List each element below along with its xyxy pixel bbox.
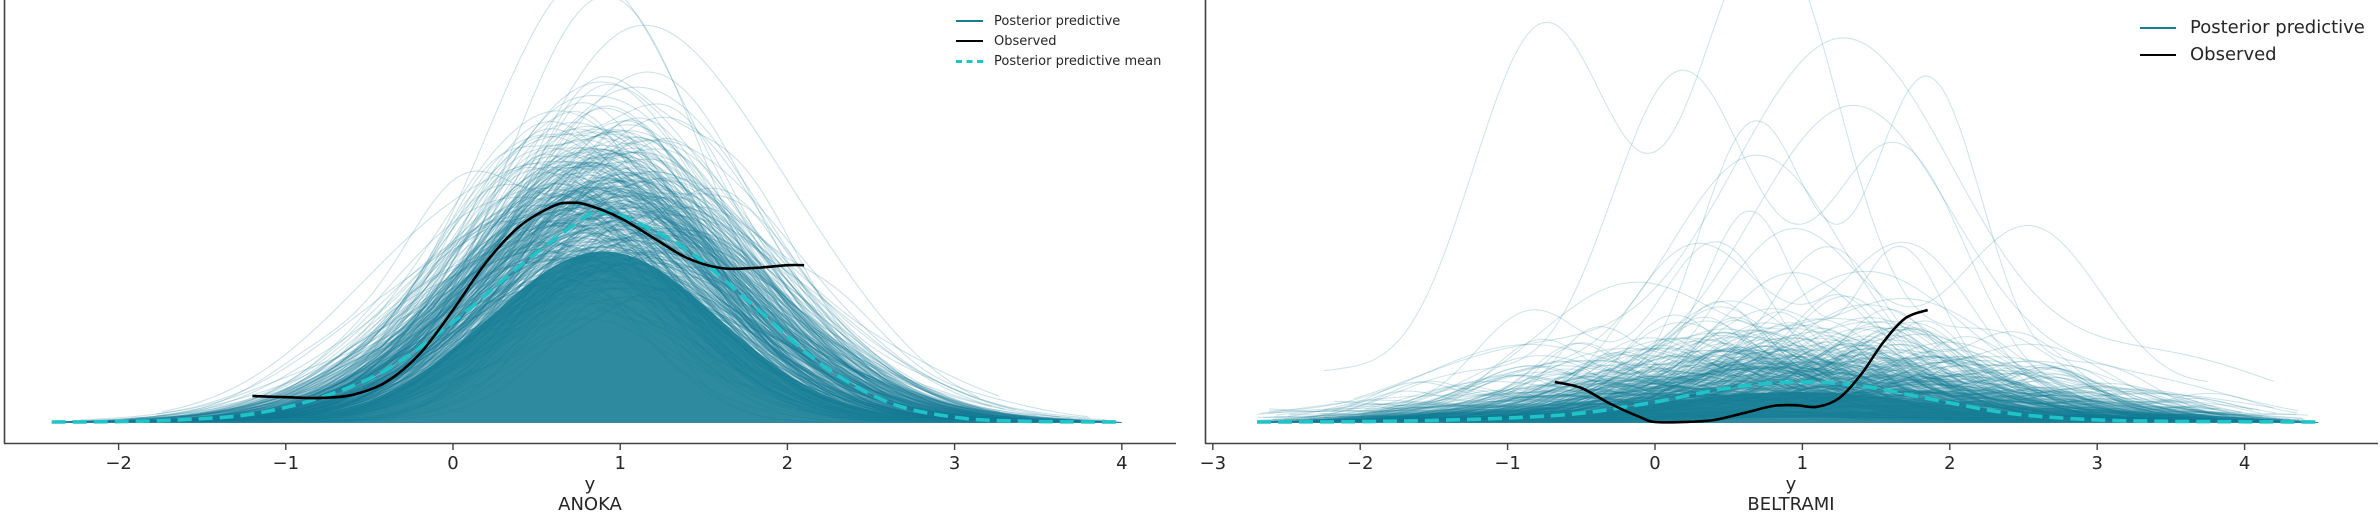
anoka-panel: −2 −1 0 1 2 3 4 y ANOKA bbox=[4, 0, 1176, 515]
x-axis-ticks: −3 −2 −1 0 1 2 3 4 bbox=[1200, 444, 2251, 475]
beltrami-legend: Posterior predictive Observed bbox=[2140, 14, 2365, 68]
legend-item-posterior-predictive-mean: Posterior predictive mean bbox=[956, 51, 1161, 71]
x-tick-label: 4 bbox=[2239, 453, 2250, 474]
beltrami-panel: −3 −2 −1 0 1 2 3 4 y BELTRAMI bbox=[1200, 0, 2378, 515]
x-tick-label: 2 bbox=[1944, 453, 1955, 474]
x-tick-label: 1 bbox=[614, 453, 625, 474]
solid-line-swatch-icon bbox=[2140, 54, 2176, 56]
x-tick-label: −2 bbox=[1347, 453, 1374, 474]
solid-line-swatch-icon bbox=[2140, 27, 2176, 29]
x-tick-label: 2 bbox=[782, 453, 793, 474]
legend-item-observed: Observed bbox=[956, 31, 1161, 51]
dashed-line-swatch-icon bbox=[956, 60, 983, 63]
x-tick-label: −2 bbox=[105, 453, 132, 474]
legend-label: Posterior predictive mean bbox=[994, 54, 1161, 69]
x-tick-label: 1 bbox=[1797, 453, 1808, 474]
legend-item-posterior-predictive: Posterior predictive bbox=[2140, 14, 2365, 41]
legend-item-observed: Observed bbox=[2140, 41, 2365, 68]
legend-label: Observed bbox=[2190, 44, 2277, 65]
x-tick-label: −1 bbox=[1494, 453, 1521, 474]
x-tick-label: −3 bbox=[1200, 453, 1227, 474]
legend-item-posterior-predictive: Posterior predictive bbox=[956, 11, 1161, 31]
x-tick-label: 0 bbox=[447, 453, 458, 474]
x-tick-label: 3 bbox=[2091, 453, 2102, 474]
x-axis-label: y bbox=[1786, 474, 1797, 495]
panel-title: ANOKA bbox=[558, 494, 622, 515]
x-tick-label: 0 bbox=[1649, 453, 1660, 474]
anoka-legend: Posterior predictive Observed Posterior … bbox=[956, 11, 1161, 71]
solid-line-swatch-icon bbox=[956, 20, 983, 22]
x-axis-ticks: −2 −1 0 1 2 3 4 bbox=[105, 444, 1127, 475]
legend-label: Posterior predictive bbox=[994, 14, 1120, 29]
solid-line-swatch-icon bbox=[956, 40, 983, 42]
legend-label: Observed bbox=[994, 34, 1057, 49]
x-axis-label: y bbox=[585, 474, 596, 495]
x-tick-label: 4 bbox=[1116, 453, 1127, 474]
legend-label: Posterior predictive bbox=[2190, 17, 2365, 38]
x-tick-label: 3 bbox=[949, 453, 960, 474]
x-tick-label: −1 bbox=[273, 453, 300, 474]
panel-title: BELTRAMI bbox=[1747, 494, 1834, 515]
